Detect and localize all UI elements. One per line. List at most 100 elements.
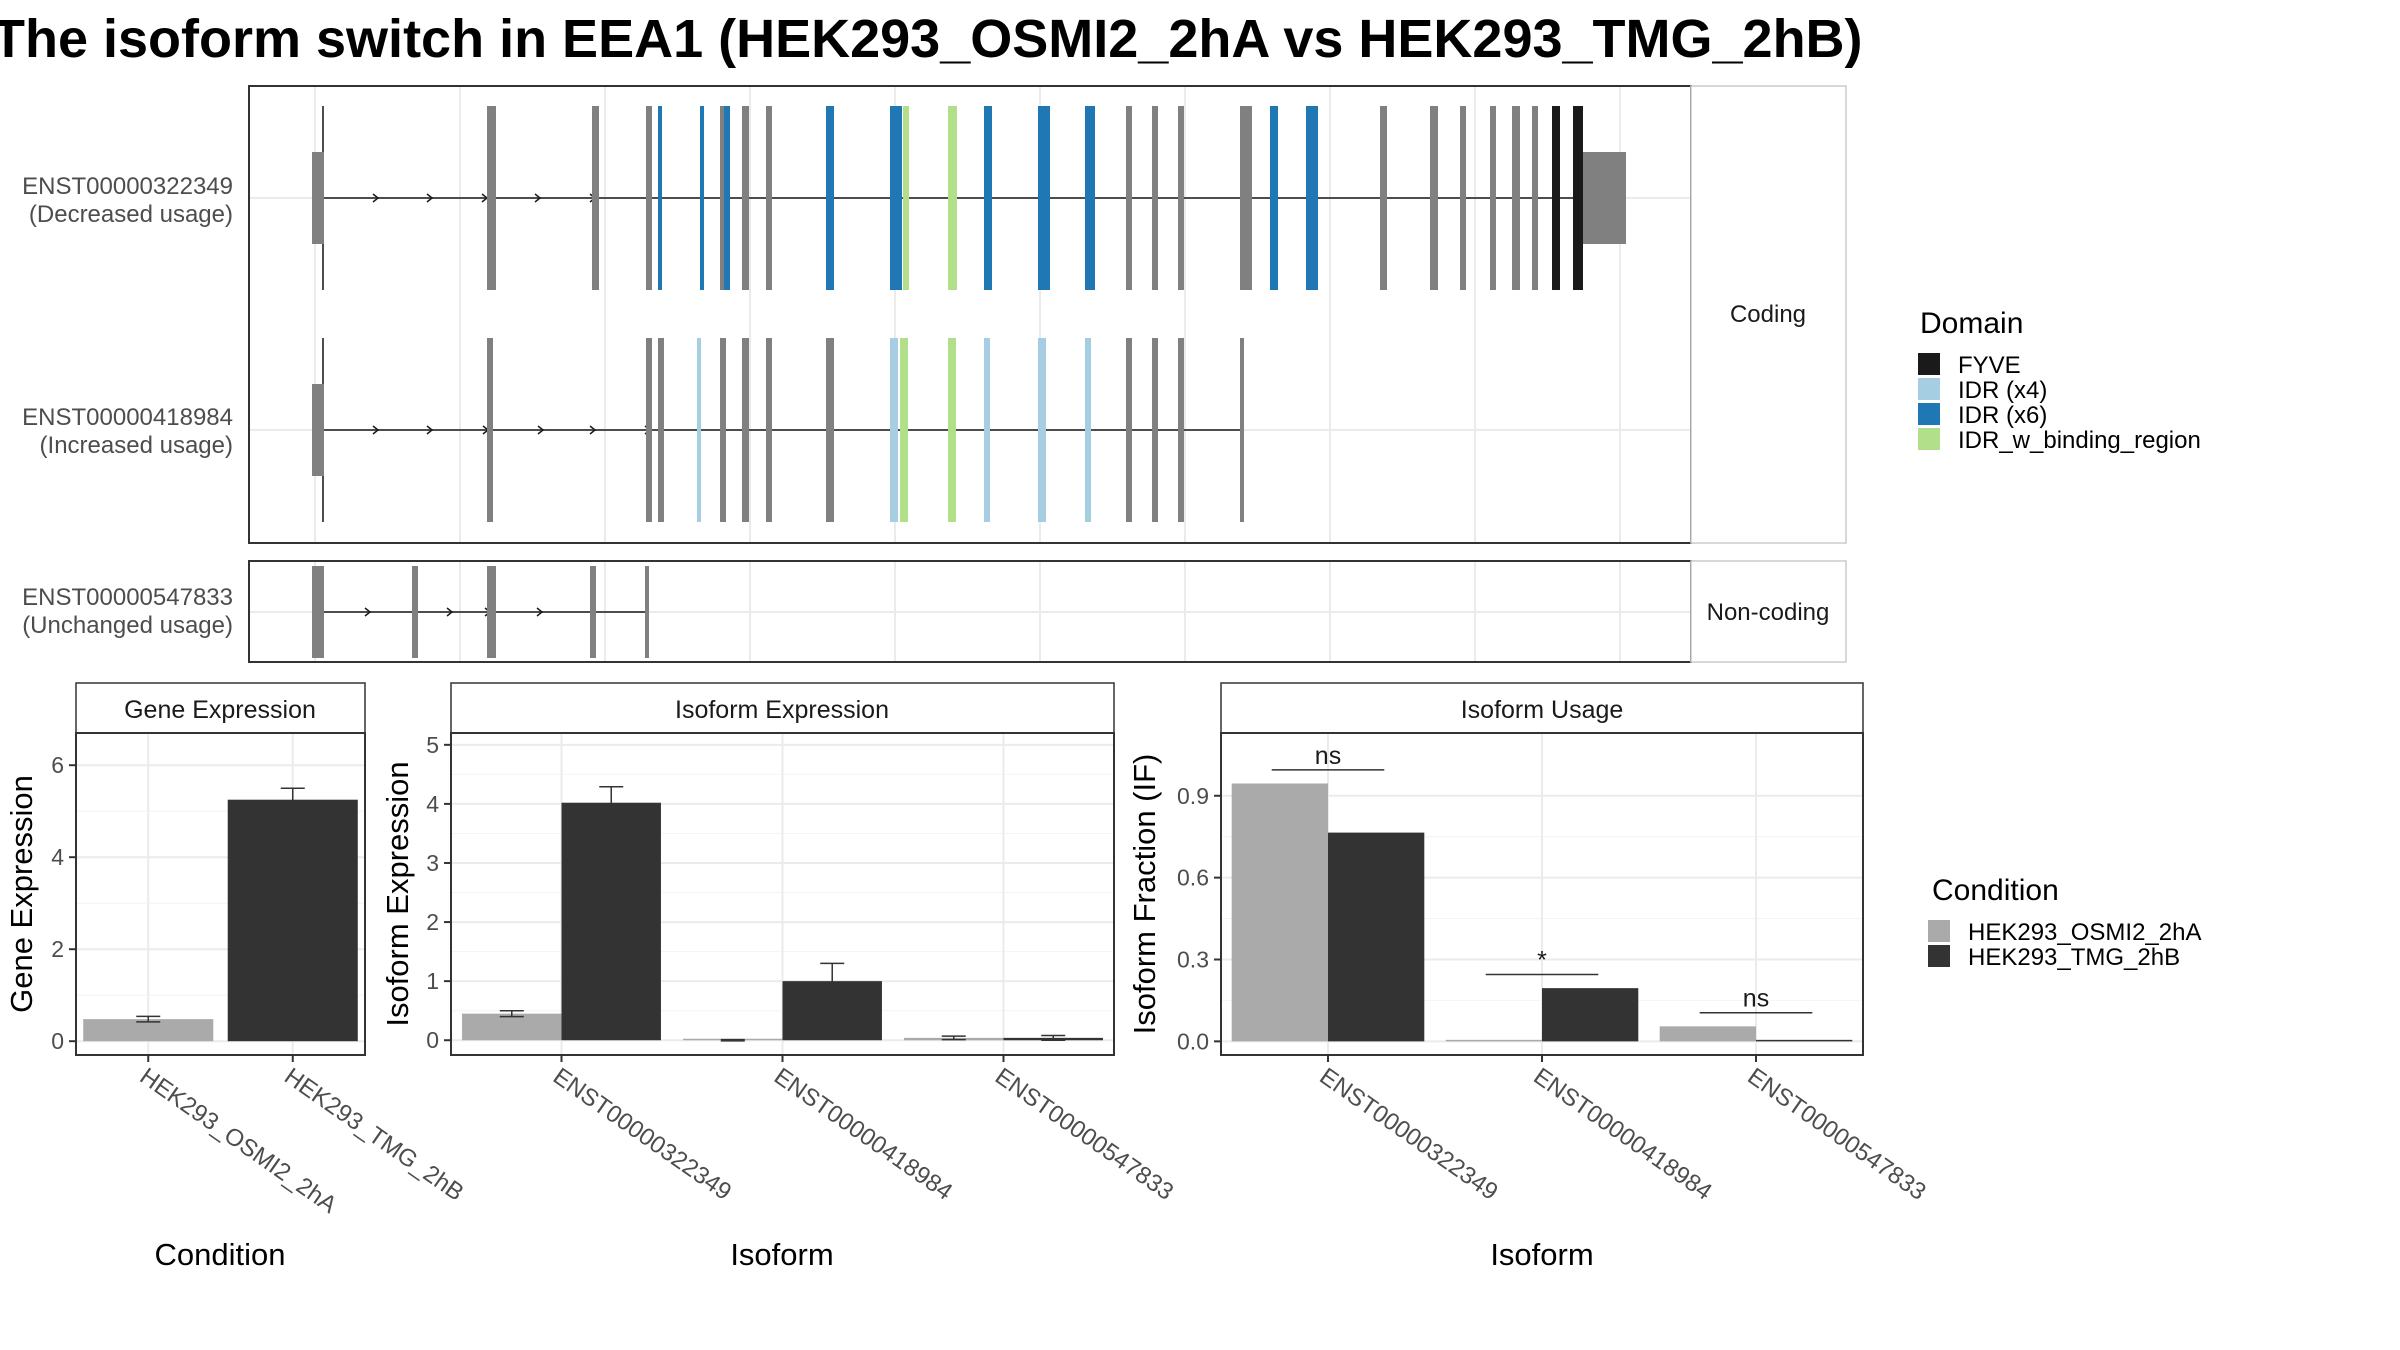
transcript-418984-strand-arrow-1 (426, 425, 434, 435)
gene-expression-y-tick-label-2: 4 (51, 844, 64, 870)
transcript-322349-domain-exon-6 (724, 106, 730, 290)
transcript-418984-domain-exon-9 (900, 338, 908, 522)
transcript-322349-domain-exon-29 (1573, 106, 1583, 290)
coding-strip (1690, 85, 1847, 544)
transcript-418984-strand-arrow-3 (537, 425, 545, 435)
transcript-418984-strand-arrow-0 (372, 425, 380, 435)
isoform-expression-x-tick-label-1: ENST00000418984 (769, 1063, 957, 1206)
transcript-322349-exon-24 (1460, 106, 1466, 290)
transcript-418984-exon-6 (766, 338, 772, 522)
isoform-usage-bar-2-1 (1756, 1039, 1853, 1042)
transcript-322349-exon-26 (1512, 106, 1520, 290)
transcript-547833-exon-2 (487, 566, 496, 658)
legend-swatch-idr-binding (1918, 428, 1940, 450)
transcript-322349-domain-exon-10 (890, 106, 902, 290)
transcript-418984-domain-exon-12 (1038, 338, 1046, 522)
transcript-322349-exon-25 (1490, 106, 1496, 290)
transcript-322349-exon-18 (1178, 106, 1184, 290)
condition-legend: Condition HEK293_OSMI2_2hA HEK293_TMG_2h… (1928, 874, 2201, 971)
isoform-expression-x-tick-label-0: ENST00000322349 (548, 1063, 736, 1206)
isoform-usage-bar-2-0 (1659, 1026, 1756, 1042)
domain-legend: Domain FYVE IDR (x4) IDR (x6) IDR_w_bind… (1918, 307, 2201, 454)
isoform-expression-strip-label: Isoform Expression (675, 696, 889, 724)
transcript-label-3-usage: (Unchanged usage) (22, 612, 233, 639)
transcript-418984-exon-2 (658, 338, 664, 522)
condition-legend-title: Condition (1932, 874, 2059, 907)
transcript-418984-domain-exon-10 (948, 338, 956, 522)
gene-structure-plot: Coding Non-coding ENST00000322349 (Decre… (22, 85, 1847, 663)
gene-expression-strip-label: Gene Expression (124, 696, 316, 724)
transcript-322349-exon-0 (487, 106, 496, 290)
isoform-usage-bar-1-1 (1542, 988, 1639, 1042)
isoform-usage-bar-1-0 (1445, 1039, 1542, 1042)
isoform-expression-y-tick-label-2: 2 (426, 909, 439, 935)
transcript-322349-strand-arrow-0 (372, 193, 380, 203)
transcript-322349-exon-19 (1240, 106, 1252, 290)
transcript-322349-domain-exon-28 (1552, 106, 1560, 290)
transcript-547833-strand-arrow-0 (364, 607, 372, 617)
transcript-322349-domain-exon-21 (1306, 106, 1318, 290)
transcript-322349-domain-exon-3 (658, 106, 662, 290)
isoform-expression-x-axis-title: Isoform (730, 1237, 833, 1272)
figure-title: The isoform switch in EEA1 (HEK293_OSMI2… (0, 9, 1863, 69)
isoform-expression-x-ticks: ENST00000322349 ENST00000418984 ENST000005… (548, 1055, 1178, 1206)
transcript-418984-exon-7 (826, 338, 834, 522)
transcript-418984-domain-exon-3 (697, 338, 701, 522)
isoform-expression-x-tick-label-2: ENST00000547833 (990, 1063, 1178, 1206)
transcript-547833-exon-0 (312, 566, 324, 658)
transcript-322349-exon-5 (720, 106, 726, 290)
coding-strip-label: Coding (1730, 301, 1806, 328)
legend-label-idr-x4: IDR (x4) (1958, 377, 2047, 404)
isoform-usage-y-tick-label-0: 0.0 (1177, 1028, 1209, 1054)
legend-swatch-idr-x4 (1918, 378, 1940, 400)
transcript-322349-exon-7 (742, 106, 749, 290)
gene-expression-y-tick-label-3: 6 (51, 752, 64, 778)
transcript-418984-exon-4 (720, 338, 726, 522)
isoform-expression-y-tick-label-3: 3 (426, 850, 439, 876)
transcript-322349-domain-exon-11 (903, 106, 909, 290)
gene-expression-bar-1-0 (227, 799, 358, 1042)
significance-label-2: ns (1743, 985, 1769, 1013)
isoform-usage-bar-0-0 (1231, 783, 1328, 1042)
transcript-547833-strand-arrow-3 (536, 607, 544, 617)
isoform-usage-bar-0-1 (1328, 832, 1425, 1042)
isoform-expression-bar-0-1 (561, 802, 661, 1041)
legend-label-fyve: FYVE (1958, 352, 2021, 379)
transcript-label-3-id: ENST00000547833 (22, 584, 233, 611)
transcript-418984-exon-16 (1178, 338, 1184, 522)
isoform-usage-strip (1220, 682, 1864, 734)
isoform-usage-panel: Isoform Usage ns * ns 0.0 0.3 0.6 0.9 ENST000… (1127, 682, 1931, 1272)
transcript-547833-exon-1 (412, 566, 418, 658)
isoform-expression-bar-0-0 (462, 1013, 562, 1041)
transcript-547833-exon-3 (590, 566, 596, 658)
transcript-418984-utr5-exon (312, 384, 324, 476)
domain-legend-title: Domain (1920, 307, 2023, 340)
isoform-usage-significance: ns * ns (1271, 742, 1813, 1014)
isoform-expression-y-tick-label-5: 5 (426, 732, 439, 758)
legend-swatch-osmi2 (1928, 920, 1950, 942)
transcript-418984-strand-arrow-4 (589, 425, 597, 435)
isoform-expression-y-tick-label-0: 0 (426, 1027, 439, 1053)
legend-swatch-fyve (1918, 353, 1940, 375)
transcript-547833-exon-4 (645, 566, 649, 658)
transcript-418984-exon-5 (742, 338, 749, 522)
legend-label-idr-x6: IDR (x6) (1958, 402, 2047, 429)
transcript-322349-exon-2 (646, 106, 652, 290)
noncoding-strip-label: Non-coding (1707, 599, 1830, 626)
isoform-expression-y-ticks: 0 1 2 3 4 5 (426, 732, 451, 1053)
transcript-322349-exon-27 (1532, 106, 1538, 290)
transcript-322349-strand-arrow-1 (426, 193, 434, 203)
isoform-usage-x-tick-label-0: ENST00000322349 (1315, 1063, 1503, 1206)
legend-label-osmi2: HEK293_OSMI2_2hA (1968, 919, 2201, 946)
isoform-usage-y-tick-label-3: 0.9 (1177, 783, 1209, 809)
transcript-418984-exon-17 (1240, 338, 1244, 522)
transcript-418984-exon-1 (646, 338, 652, 522)
transcript-322349-exon-8 (766, 106, 772, 290)
noncoding-strip (1690, 560, 1847, 663)
isoform-usage-x-ticks: ENST00000322349 ENST00000418984 ENST000005… (1315, 1055, 1931, 1206)
isoform-usage-x-tick-label-2: ENST00000547833 (1743, 1063, 1931, 1206)
transcript-322349-domain-exon-14 (1038, 106, 1050, 290)
gene-expression-y-ticks: 0 2 4 6 (51, 752, 76, 1054)
